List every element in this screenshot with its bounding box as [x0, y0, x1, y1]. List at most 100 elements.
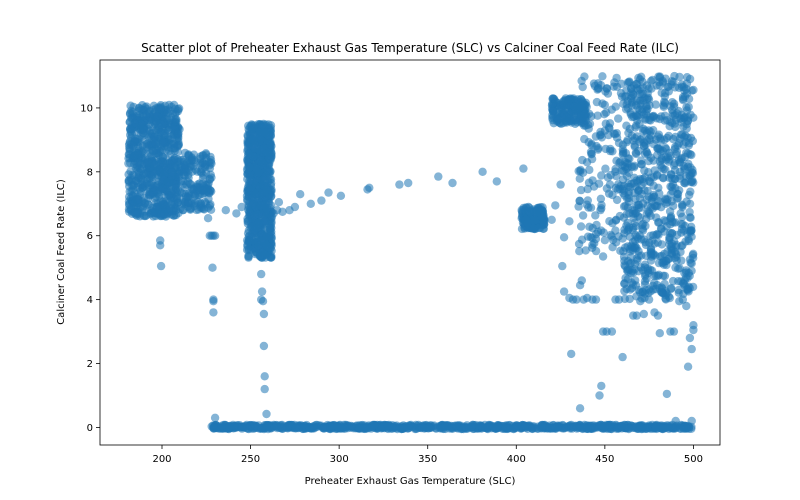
scatter-point	[656, 136, 666, 145]
scatter-point	[644, 295, 654, 304]
scatter-point	[173, 147, 182, 157]
scatter-point	[637, 134, 647, 143]
scatter-point	[266, 140, 275, 149]
scatter-point	[654, 183, 663, 192]
scatter-point	[197, 160, 206, 169]
scatter-point	[244, 150, 253, 159]
scatter-point	[610, 129, 620, 139]
scatter-point	[530, 224, 539, 234]
scatter-point	[129, 143, 139, 153]
scatter-point	[355, 423, 364, 432]
scatter-point	[205, 174, 214, 184]
scatter-point	[620, 279, 629, 288]
scatter-point	[657, 251, 666, 261]
scatter-point	[620, 286, 629, 296]
scatter-point	[208, 421, 218, 430]
scatter-point	[519, 164, 528, 173]
scatter-point	[161, 185, 170, 194]
scatter-point	[679, 161, 688, 171]
scatter-point	[573, 95, 583, 104]
scatter-point	[589, 79, 599, 88]
scatter-point	[685, 199, 695, 208]
scatter-point	[651, 202, 660, 211]
y-tick-label: 0	[87, 423, 93, 434]
scatter-point	[389, 423, 398, 432]
scatter-point	[634, 110, 643, 119]
scatter-point	[572, 422, 581, 431]
scatter-point	[600, 100, 609, 110]
scatter-point	[191, 165, 200, 174]
scatter-point	[274, 198, 284, 207]
scatter-point	[631, 208, 641, 218]
scatter-point	[671, 132, 680, 142]
scatter-point	[686, 133, 696, 143]
scatter-point	[667, 217, 677, 226]
scatter-point	[614, 295, 624, 304]
scatter-point	[638, 287, 647, 297]
scatter-point	[603, 89, 613, 98]
scatter-point	[306, 424, 315, 433]
scatter-point	[586, 203, 596, 212]
scatter-point	[240, 423, 249, 432]
scatter-point	[148, 172, 157, 182]
scatter-point	[649, 231, 658, 240]
scatter-point	[623, 78, 632, 87]
scatter-point	[587, 150, 596, 159]
scatter-point	[631, 236, 640, 245]
scatter-point	[669, 201, 678, 211]
scatter-point	[187, 184, 197, 193]
scatter-point	[260, 372, 269, 381]
scatter-point	[689, 85, 698, 95]
scatter-point	[657, 112, 666, 121]
scatter-point	[260, 250, 269, 260]
scatter-point	[461, 422, 470, 432]
scatter-point	[662, 389, 672, 399]
scatter-point	[176, 177, 185, 186]
scatter-point	[616, 157, 625, 166]
scatter-point	[675, 186, 684, 195]
scatter-point	[217, 421, 227, 430]
scatter-point	[264, 120, 273, 129]
scatter-point	[196, 152, 205, 161]
scatter-point	[604, 123, 614, 132]
scatter-point	[184, 151, 193, 160]
scatter-point	[684, 235, 693, 244]
x-tick-label: 450	[595, 454, 614, 465]
scatter-point	[575, 196, 584, 205]
scatter-point	[156, 261, 166, 271]
scatter-point	[534, 424, 543, 433]
scatter-point	[591, 295, 601, 304]
scatter-point	[624, 194, 633, 203]
scatter-point	[655, 157, 665, 166]
scatter-point	[296, 190, 305, 199]
scatter-point	[210, 231, 220, 240]
scatter-point	[677, 212, 687, 222]
scatter-point	[556, 180, 565, 189]
scatter-point	[523, 218, 532, 227]
scatter-point	[617, 421, 626, 431]
scatter-point	[624, 424, 633, 434]
scatter-point	[209, 308, 218, 317]
scatter-point	[637, 251, 646, 260]
scatter-point	[616, 246, 625, 255]
scatter-point	[252, 189, 261, 198]
scatter-point	[649, 173, 658, 182]
scatter-point	[689, 178, 698, 187]
scatter-point	[144, 200, 153, 209]
scatter-point	[159, 170, 169, 179]
scatter-point	[680, 179, 690, 188]
scatter-point	[671, 416, 680, 426]
scatter-point	[685, 255, 695, 264]
scatter-point	[625, 124, 635, 134]
scatter-point	[337, 423, 346, 433]
scatter-point	[259, 341, 269, 351]
scatter-point	[278, 207, 287, 216]
scatter-point	[663, 195, 672, 204]
scatter-point	[237, 202, 246, 212]
scatter-point	[635, 176, 644, 185]
scatter-point	[685, 74, 695, 84]
x-tick-label: 200	[152, 454, 171, 465]
scatter-point	[660, 279, 669, 289]
scatter-point	[127, 106, 136, 116]
